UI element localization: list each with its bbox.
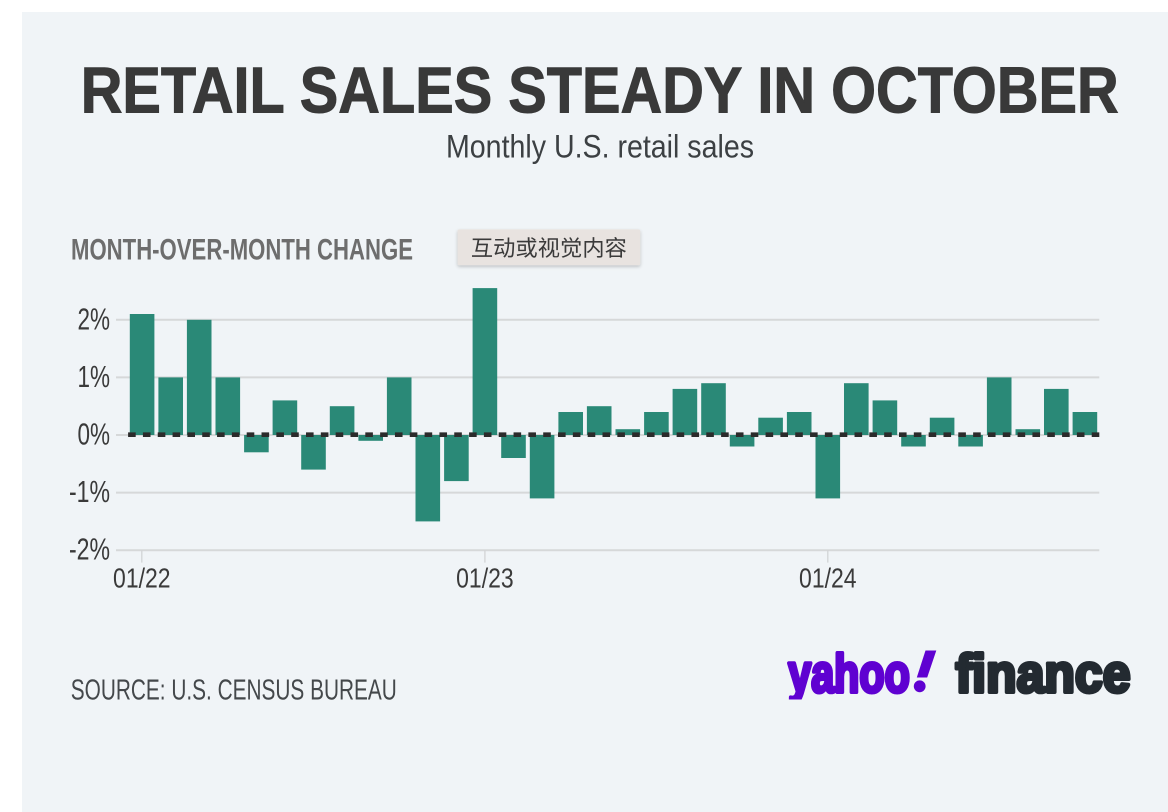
- svg-text:RETAIL SALES STEADY IN OCTOBER: RETAIL SALES STEADY IN OCTOBER: [81, 54, 1119, 127]
- svg-text:finance: finance: [956, 644, 1131, 704]
- svg-text:2%: 2%: [78, 301, 111, 336]
- svg-text:01/22: 01/22: [113, 563, 171, 594]
- svg-text:Monthly U.S. retail sales: Monthly U.S. retail sales: [446, 128, 754, 165]
- svg-text:01/24: 01/24: [799, 563, 857, 594]
- svg-text:0%: 0%: [78, 417, 111, 452]
- svg-text:-2%: -2%: [69, 532, 110, 567]
- svg-text:01/23: 01/23: [456, 563, 514, 594]
- svg-text:yahoo: yahoo: [788, 644, 910, 704]
- svg-text:MONTH-OVER-MONTH CHANGE: MONTH-OVER-MONTH CHANGE: [71, 234, 413, 267]
- svg-text:-1%: -1%: [69, 474, 110, 509]
- svg-text:1%: 1%: [78, 359, 111, 394]
- svg-text:SOURCE: U.S. CENSUS BUREAU: SOURCE: U.S. CENSUS BUREAU: [71, 675, 397, 707]
